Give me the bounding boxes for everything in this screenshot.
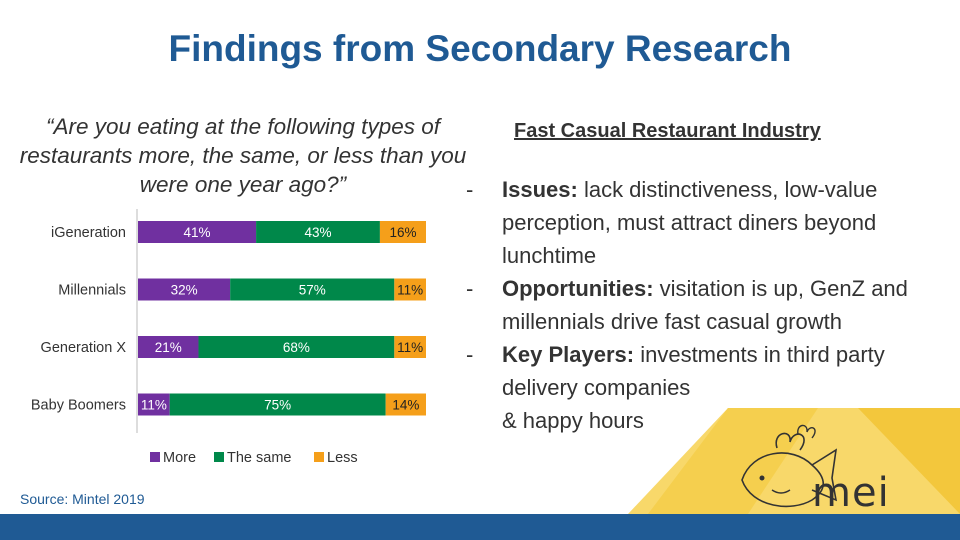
page-title: Findings from Secondary Research (168, 28, 792, 69)
bar-segment-more (138, 336, 199, 358)
bullet-text: Key Players: investments in third party … (502, 338, 936, 437)
bullet-key-players: - Key Players: investments in third part… (466, 338, 936, 437)
bullet-issues: - Issues: lack distinctiveness, low-valu… (466, 173, 936, 272)
logo-background (628, 408, 960, 514)
bar-segment-more (138, 278, 231, 301)
data-label: 41% (184, 225, 211, 240)
category-label: iGeneration (51, 225, 126, 241)
stacked-bar-chart: iGeneration 41% 43% 16% Millennials 32% 57% 11%… (10, 205, 440, 480)
legend-swatch (214, 452, 224, 462)
bar-segment-the-same (169, 393, 386, 416)
bullet-list: - Issues: lack distinctiveness, low-valu… (466, 173, 936, 437)
bullet-dash: - (466, 276, 474, 301)
bullet-opportunities: - Opportunities: visitation is up, GenZ … (466, 272, 936, 338)
bar-segment-the-same (230, 278, 395, 301)
bar-segment-less (379, 221, 426, 243)
data-label: 75% (264, 398, 291, 413)
bar-segment-less (385, 393, 426, 416)
bottom-bar (0, 514, 960, 540)
legend-label: More (163, 450, 196, 466)
bullet-body: investments in third party delivery comp… (502, 342, 885, 400)
data-label: 21% (155, 340, 182, 355)
bar-segment-the-same (198, 336, 395, 358)
data-label: 57% (299, 283, 326, 298)
bullet-extra: & happy hours (502, 408, 644, 433)
category-label: Generation X (41, 340, 127, 356)
data-label: 14% (392, 398, 419, 413)
category-label: Baby Boomers (31, 398, 126, 414)
category-label: Millennials (58, 283, 126, 299)
survey-question: “Are you eating at the following types o… (19, 114, 467, 197)
bar-segment-less (394, 336, 426, 358)
data-label: 43% (304, 225, 331, 240)
source-note: Source: Mintel 2019 (20, 491, 145, 507)
bullet-dash: - (466, 342, 474, 367)
data-label: 11% (141, 398, 167, 413)
legend-label: Less (327, 450, 358, 466)
bullet-text: Opportunities: visitation is up, GenZ an… (502, 272, 936, 338)
legend-label: The same (227, 450, 291, 466)
chart-svg: iGeneration 41% 43% 16% Millennials 32% 57% 11%… (31, 209, 426, 466)
data-label: 11% (397, 283, 423, 298)
bar-segment-more (138, 393, 170, 416)
bar-segment-the-same (256, 221, 380, 243)
industry-heading: Fast Casual Restaurant Industry (514, 120, 821, 142)
bar-segment-more (138, 221, 257, 243)
bar-segment-less (394, 278, 426, 301)
bullet-body: lack distinctiveness, low-value percepti… (502, 177, 878, 268)
fish-logo-icon (741, 424, 838, 508)
data-label: 32% (171, 283, 198, 298)
bullet-label: Issues: (502, 177, 578, 202)
bullet-dash: - (466, 177, 474, 202)
bullet-label: Opportunities: (502, 276, 654, 301)
bullet-body: visitation is up, GenZ and millennials d… (502, 276, 908, 334)
data-label: 68% (283, 340, 310, 355)
legend-swatch (314, 452, 324, 462)
bullet-text: Issues: lack distinctiveness, low-value … (502, 173, 936, 272)
data-label: 16% (389, 225, 416, 240)
legend-swatch (150, 452, 160, 462)
data-label: 11% (397, 340, 423, 355)
bullet-label: Key Players: (502, 342, 635, 367)
